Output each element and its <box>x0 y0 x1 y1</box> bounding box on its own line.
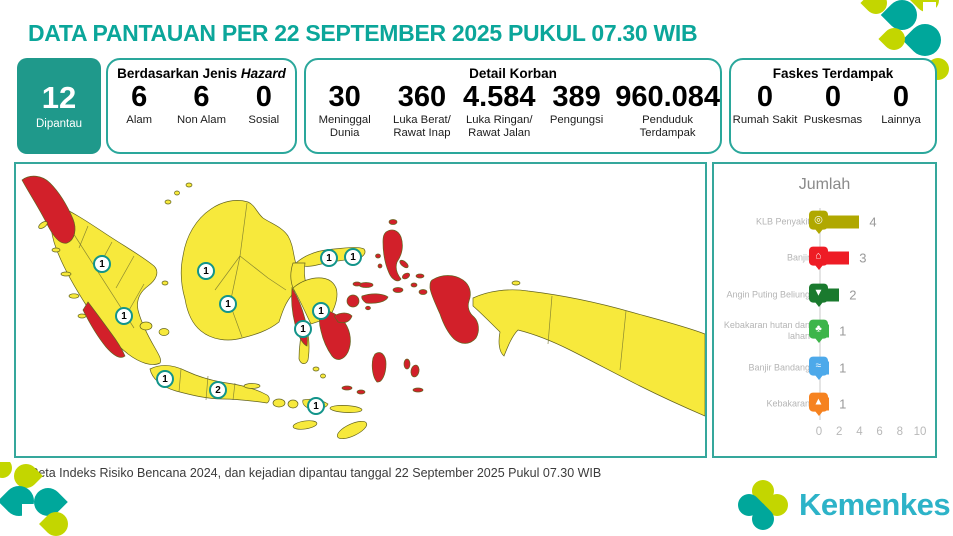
map-marker: 1 <box>312 302 330 320</box>
kemenkes-logo: Kemenkes <box>733 475 951 535</box>
fire-icon: ▲ <box>809 392 828 412</box>
x-tick-label: 6 <box>876 426 883 438</box>
stat-pengungsi: 389 Pengungsi <box>549 81 604 127</box>
map-aceh <box>21 175 76 244</box>
chart-icon-pointer <box>815 229 823 234</box>
hazard-card-title: Berdasarkan Jenis Hazard <box>117 66 286 81</box>
map-papua-west-red <box>429 275 479 344</box>
stat-penduduk-terdampak: 960.084 Penduduk Terdampak <box>615 81 721 139</box>
chart-bar <box>819 215 860 229</box>
stat-meninggal: 30 Meninggal Dunia <box>318 81 371 139</box>
chart-value-label: 4 <box>869 214 877 230</box>
map-marker: 1 <box>93 255 111 273</box>
chart-title: Jumlah <box>798 176 851 193</box>
stat-alam: 6 Alam <box>126 81 153 127</box>
map-source-note: Peta Indeks Risiko Bencana 2024, dan kej… <box>30 466 602 480</box>
map-marker: 1 <box>115 307 133 325</box>
faskes-card: Faskes Terdampak 0 Rumah Sakit 0 Puskesm… <box>729 58 937 154</box>
chart-icon-pointer <box>815 265 823 271</box>
chart-icon-pointer <box>815 301 823 307</box>
chart-row-label: Angin Puting Beliung <box>726 289 810 300</box>
map-seram <box>361 293 389 304</box>
disease-outbreak-icon: ◎ <box>809 210 828 230</box>
kemenkes-logo-text: Kemenkes <box>799 487 951 522</box>
x-tick-label: 4 <box>856 426 863 438</box>
stat-rumah-sakit: 0 Rumah Sakit <box>732 81 798 127</box>
chart-icon-pointer <box>815 374 823 380</box>
chart-icon-pointer <box>815 411 823 416</box>
chart-value-label: 1 <box>839 323 847 339</box>
stat-puskesmas: 0 Puskesmas <box>803 81 863 127</box>
chart-icon-pointer <box>815 338 823 344</box>
chart-row-label: Banjir <box>786 252 810 263</box>
x-tick-label: 0 <box>815 426 823 438</box>
map-marker: 1 <box>156 370 174 388</box>
map-halmahera <box>382 229 403 282</box>
chart-row-label: KLB Penyakit <box>755 216 810 227</box>
chart-row-label: Kebakaran <box>766 398 810 409</box>
page-title: DATA PANTAUAN PER 22 SEPTEMBER 2025 PUKU… <box>28 20 698 46</box>
victim-card-title: Detail Korban <box>469 66 557 81</box>
incident-count-chart: Jumlah KLB Penyakit ◎ 4 Banjir ⌂ 3 Angin Putin… <box>712 162 937 458</box>
stat-luka-berat: 360 Luka Berat/ Rawat Inap <box>393 81 451 139</box>
map-papua-east <box>472 289 705 417</box>
map-marker: 2 <box>209 381 227 399</box>
victim-detail-card: Detail Korban 30 Meninggal Dunia 360 Luk… <box>304 58 722 154</box>
forest-fire-icon: ♣ <box>809 319 828 339</box>
map-marker: 1 <box>219 295 237 313</box>
chart-value-label: 3 <box>859 250 867 266</box>
x-tick-label: 2 <box>835 426 843 438</box>
stat-luka-ringan: 4.584 Luka Ringan/ Rawat Jalan <box>462 81 536 139</box>
stat-sosial: 0 Sosial <box>248 81 280 127</box>
faskes-card-title: Faskes Terdampak <box>772 66 894 81</box>
hazard-type-card: Berdasarkan Jenis Hazard 6 Alam 6 Non Al… <box>106 58 297 154</box>
chart-value-label: 2 <box>849 287 857 303</box>
chart-row-label: Kebakaran hutan dan lahan <box>723 320 810 342</box>
x-tick-label: 8 <box>896 426 903 438</box>
map-sumbar <box>82 301 126 358</box>
chart-row-label: Banjir Bandang <box>748 362 810 373</box>
corner-decoration-icon <box>0 462 86 536</box>
stat-lainnya: 0 Lainnya <box>881 81 921 127</box>
map-tanimbar <box>371 352 387 383</box>
map-marker: 1 <box>197 262 215 280</box>
flash-flood-icon: ≈ <box>809 356 828 376</box>
stat-non-alam: 6 Non Alam <box>177 81 226 127</box>
kemenkes-logo-icon <box>733 475 793 535</box>
monitored-count-label: Dipantau <box>35 117 83 130</box>
monitored-count-value: 12 <box>41 80 77 116</box>
chart-axis <box>819 208 821 420</box>
map-marker: 1 <box>320 249 338 267</box>
chart-value-label: 1 <box>839 360 847 376</box>
map-marker: 1 <box>344 248 362 266</box>
tornado-icon: ▼ <box>809 283 828 303</box>
map-marker: 1 <box>294 320 312 338</box>
map-marker: 1 <box>307 397 325 415</box>
chart-value-label: 1 <box>839 396 847 412</box>
monitored-count-card: 12 Dipantau <box>17 58 101 154</box>
x-tick-label: 10 <box>913 426 927 438</box>
flood-icon: ⌂ <box>809 246 828 266</box>
